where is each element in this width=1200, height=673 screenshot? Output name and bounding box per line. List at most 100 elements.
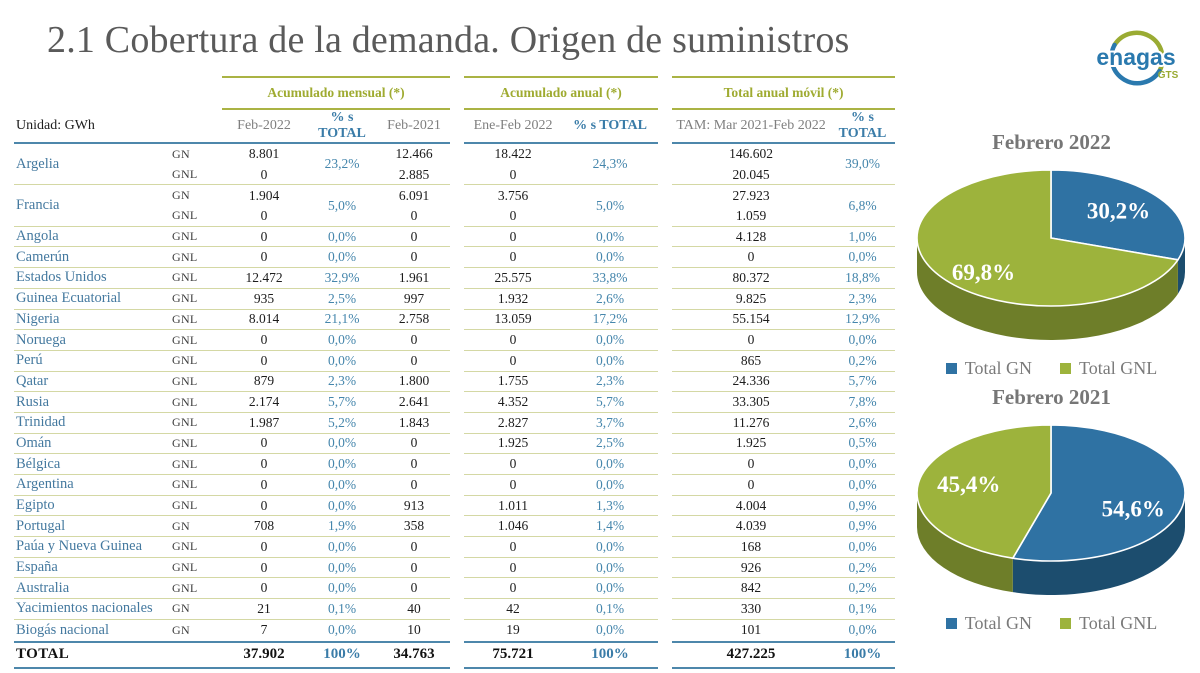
value-tam: 4.004: [672, 496, 831, 517]
value-tam: 168: [672, 537, 831, 558]
value-tam: 80.372: [672, 268, 831, 289]
column-header-row: Unidad: GWh Feb-2022 % s TOTAL Feb-2021 …: [14, 110, 896, 144]
gas-type-cell: GNL: [166, 578, 222, 600]
column-gap: [658, 247, 672, 268]
pct-tam: 0,0%: [830, 537, 896, 558]
country-cell: Argelia: [14, 144, 166, 186]
table-row: Perú GNL 0 0,0% 0 0 0,0% 865 0,2%: [14, 351, 896, 372]
country-cell: Biogás nacional: [16, 621, 110, 638]
value-feb2022: 0: [222, 206, 306, 227]
value-feb2022: 879: [222, 372, 306, 393]
column-gap: [450, 76, 464, 110]
value-feb2021: 358: [378, 516, 451, 538]
value-tam: 865: [672, 351, 831, 372]
value-feb2021: 913: [378, 496, 451, 517]
value-enefeb2022: 0: [464, 227, 563, 248]
pct-annual: 2,3%: [562, 372, 659, 393]
pct-tam: 0,2%: [830, 351, 896, 372]
column-gap: [658, 310, 672, 331]
pct-monthly: 2,5%: [306, 289, 378, 310]
pct-tam: 6,8%: [830, 185, 896, 227]
country-cell: Estados Unidos: [14, 268, 166, 289]
value-feb2021: 0: [378, 227, 451, 248]
value-feb2021: 0: [378, 330, 451, 351]
pct-tam: 12,9%: [830, 310, 896, 331]
column-gap: [450, 558, 464, 579]
column-gap: [658, 144, 672, 185]
table-row: Rusia GNL 2.174 5,7% 2.641 4.352 5,7% 33.305 7,8…: [14, 392, 896, 413]
pct-tam: 39,0%: [830, 144, 896, 186]
country-cell: Omán: [14, 434, 166, 455]
pct-monthly: 0,0%: [306, 434, 378, 455]
col-enefeb2022: Ene-Feb 2022: [464, 110, 563, 144]
column-gap: [658, 620, 672, 641]
pct-monthly: 0,0%: [306, 454, 378, 475]
value-enefeb2022: 18.422: [494, 146, 532, 162]
pct-annual: 0,1%: [562, 599, 659, 620]
column-gap: [658, 413, 672, 434]
pct-monthly: 21,1%: [306, 310, 378, 331]
column-gap: [450, 372, 464, 393]
country-cell: Paúa y Nueva Guinea: [14, 537, 166, 558]
pct-monthly: 5,0%: [306, 185, 378, 227]
legend-swatch-gnl: [1060, 618, 1071, 629]
value-tam: 11.276: [672, 413, 831, 434]
table-row: Argelia GN 8.801 23,2% 12.466 18.422 24,3% 146.…: [14, 144, 896, 186]
value-feb2022: 7: [260, 622, 268, 638]
legend-swatch-gn: [945, 618, 957, 629]
pct-monthly: 0,0%: [306, 475, 378, 496]
value-enefeb2022: 0: [464, 165, 563, 186]
value-enefeb2022: 1.755: [464, 372, 563, 393]
value-enefeb2022: 0: [464, 454, 563, 475]
gas-type-cell: GNL: [166, 289, 222, 310]
column-gap: [658, 558, 672, 579]
pct-annual: 0,0%: [562, 247, 659, 269]
column-gap: [658, 454, 672, 475]
gas-type-cell: GNL: [166, 227, 222, 248]
legend-label-gn: Total GN: [964, 613, 1032, 633]
column-gap: [658, 268, 672, 289]
value-enefeb2022: 25.575: [464, 268, 563, 289]
pct-annual: 5,7%: [562, 392, 659, 413]
value-tam: 20.045: [672, 165, 831, 186]
column-gap: [450, 620, 464, 641]
legend-item-gnl: Total GNL: [1060, 613, 1157, 634]
value-feb2021: 1.800: [378, 372, 451, 393]
pie-chart-card-2022: Febrero 2022 30,2% 69,8% Total GN Total G…: [903, 130, 1200, 379]
pct-tam: 0,9%: [830, 516, 896, 538]
country-cell: Egipto: [14, 496, 166, 517]
column-gap: [450, 475, 464, 496]
gas-type-cell: GN: [172, 146, 190, 161]
value-feb2021: 0: [378, 206, 451, 227]
legend-item-gn: Total GN: [945, 358, 1032, 379]
column-gap: [658, 496, 672, 517]
gas-type-cell: GNL: [166, 475, 222, 496]
value-feb2022: 1.987: [222, 413, 306, 434]
value-tam: 0: [672, 247, 831, 269]
country-cell: Portugal: [14, 516, 166, 538]
pct-tam: 5,7%: [830, 372, 896, 393]
table-row: Qatar GNL 879 2,3% 1.800 1.755 2,3% 24.336 5,7%: [14, 372, 896, 393]
group-header-monthly: Acumulado mensual (*): [222, 76, 451, 110]
col-feb2021: Feb-2021: [378, 110, 451, 144]
pct-annual: 0,0%: [562, 475, 659, 496]
value-feb2021: 0: [378, 434, 451, 455]
column-gap: [450, 330, 464, 351]
supply-table-wrap: Acumulado mensual (*) Acumulado anual (*…: [14, 76, 896, 669]
svg-text:45,4%: 45,4%: [937, 472, 1000, 497]
gas-type-cell: GN: [166, 516, 222, 538]
table-row: Egipto GNL 0 0,0% 913 1.011 1,3% 4.004 0,9%: [14, 496, 896, 517]
pct-annual: 1,4%: [562, 516, 659, 538]
total-pct-tam: 100%: [830, 640, 896, 669]
value-feb2021: 997: [378, 289, 451, 310]
value-feb2021: 6.091: [398, 187, 430, 203]
column-gap: [658, 516, 672, 537]
logo-sub-text: GTS: [1158, 70, 1179, 81]
pie-chart-2021: 54,6% 45,4%: [916, 424, 1186, 596]
value-enefeb2022: 0: [464, 247, 563, 269]
value-feb2022: 0: [222, 475, 306, 496]
gas-type-cell: GNL: [166, 247, 222, 269]
table-row: Guinea Ecuatorial GNL 935 2,5% 997 1.932 2,6% 9…: [14, 289, 896, 310]
column-gap: [450, 289, 464, 310]
value-feb2022: 8.801: [248, 146, 280, 162]
